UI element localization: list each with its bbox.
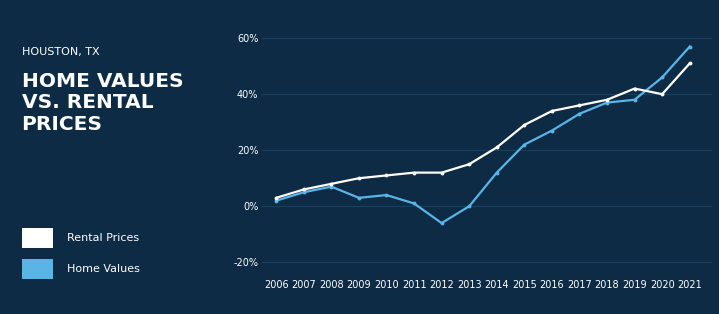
- Text: Home Values: Home Values: [67, 264, 140, 274]
- Bar: [22, 228, 52, 248]
- Text: HOME VALUES
VS. RENTAL
PRICES: HOME VALUES VS. RENTAL PRICES: [22, 72, 183, 134]
- Bar: [22, 259, 52, 279]
- Text: Rental Prices: Rental Prices: [67, 233, 139, 243]
- Text: HOUSTON, TX: HOUSTON, TX: [22, 47, 99, 57]
